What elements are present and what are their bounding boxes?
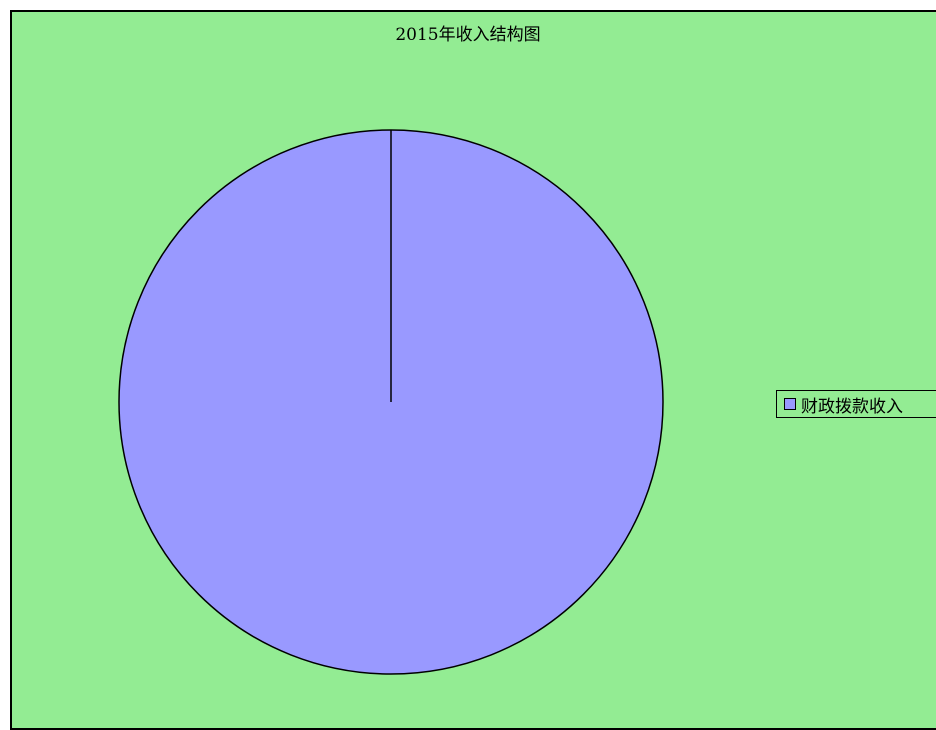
legend-swatch: [784, 398, 796, 410]
chart-title: 2015年收入结构图: [395, 25, 541, 45]
legend: 财政拨款收入: [776, 390, 936, 418]
legend-label: 财政拨款收入: [801, 396, 903, 417]
